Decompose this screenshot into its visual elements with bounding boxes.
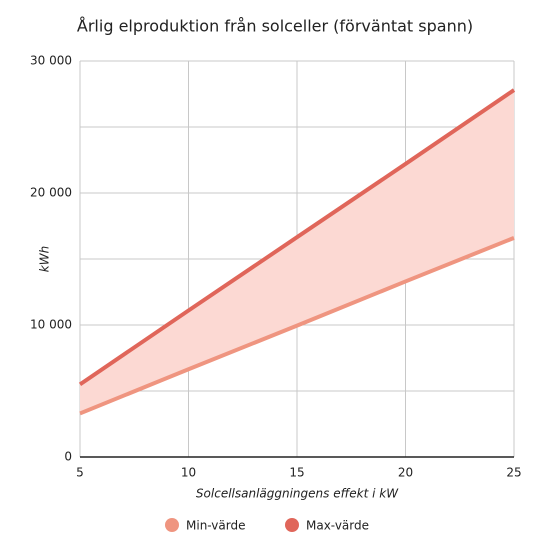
legend-label: Min-värde: [186, 519, 245, 533]
line: [78, 88, 516, 387]
legend-marker: [285, 518, 299, 532]
range-band: [80, 90, 514, 414]
x-tick-label: 20: [398, 466, 413, 480]
x-tick-label: 10: [181, 466, 196, 480]
y-axis-label: kWh: [38, 246, 52, 272]
y-tick-label: 20 000: [30, 186, 72, 200]
y-tick-label: 0: [64, 450, 72, 464]
x-tick-label: 25: [506, 466, 521, 480]
x-axis-label: Solcellsanläggningens effekt i kW: [196, 487, 399, 501]
y-tick-label: 10 000: [30, 318, 72, 332]
x-tick-label: 15: [289, 466, 304, 480]
chart-title: Årlig elproduktion från solceller (förvä…: [77, 17, 473, 36]
y-tick-label: 30 000: [30, 54, 72, 68]
legend-marker: [165, 518, 179, 532]
x-tick-label: 5: [76, 466, 84, 480]
line: [79, 236, 515, 416]
legend-label: Max-värde: [306, 519, 369, 533]
